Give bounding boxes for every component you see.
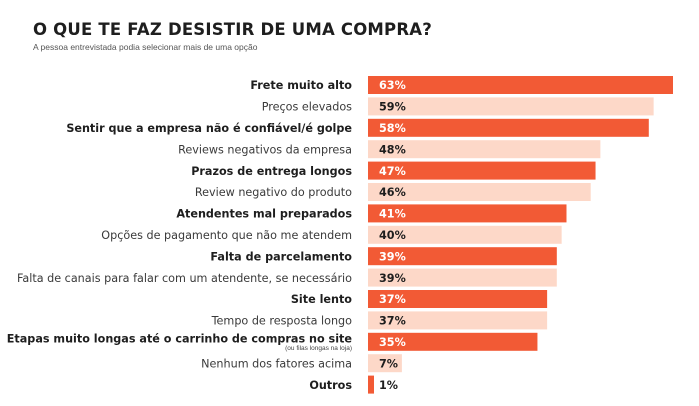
chart-subtitle: A pessoa entrevistada podia selecionar m…	[33, 42, 258, 52]
bar	[368, 225, 562, 244]
chart-title: O QUE TE FAZ DESISTIR DE UMA COMPRA?	[33, 20, 432, 39]
category-label: Outros	[309, 379, 352, 392]
bar	[368, 76, 673, 94]
category-label: Nenhum dos fatores acima	[201, 357, 352, 370]
category-label: Falta de canais para falar com um atende…	[17, 272, 352, 285]
bar	[368, 118, 649, 137]
category-label: Etapas muito longas até o carrinho de co…	[7, 332, 353, 345]
category-note: (ou filas longas na loja)	[285, 345, 352, 352]
value-label: 40%	[379, 229, 406, 242]
bar	[368, 354, 402, 373]
category-label: Tempo de resposta longo	[211, 315, 353, 328]
value-label: 39%	[379, 272, 406, 285]
bar	[368, 375, 374, 394]
value-label: 37%	[379, 293, 406, 306]
category-label: Falta de parcelamento	[210, 250, 352, 263]
category-label: Reviews negativos da empresa	[178, 143, 352, 156]
value-label: 59%	[379, 101, 406, 114]
category-label: Site lento	[291, 293, 352, 306]
bar	[368, 97, 654, 116]
bar	[368, 161, 596, 180]
value-label: 37%	[379, 315, 406, 328]
category-label: Prazos de entrega longos	[191, 165, 352, 178]
value-label: 39%	[379, 250, 406, 263]
bar	[368, 183, 591, 201]
category-label: Frete muito alto	[250, 79, 352, 92]
bar	[368, 247, 557, 266]
bar	[368, 290, 548, 308]
category-label: Review negativo do produto	[195, 186, 352, 199]
value-label: 7%	[379, 357, 398, 370]
category-label: Atendentes mal preparados	[176, 208, 352, 221]
category-label: Preços elevados	[262, 101, 352, 114]
value-label: 35%	[379, 336, 406, 349]
bar	[368, 332, 538, 351]
value-label: 47%	[379, 165, 406, 178]
bar	[368, 268, 557, 287]
value-label: 41%	[379, 208, 406, 221]
value-label: 63%	[379, 79, 406, 92]
value-label: 1%	[379, 379, 398, 392]
category-label: Sentir que a empresa não é confiável/é g…	[66, 122, 352, 135]
bar	[368, 140, 601, 159]
bar	[368, 311, 548, 330]
category-label: Opções de pagamento que não me atendem	[101, 229, 352, 242]
value-label: 46%	[379, 186, 406, 199]
value-label: 48%	[379, 143, 406, 156]
value-label: 58%	[379, 122, 406, 135]
bar	[368, 204, 567, 223]
